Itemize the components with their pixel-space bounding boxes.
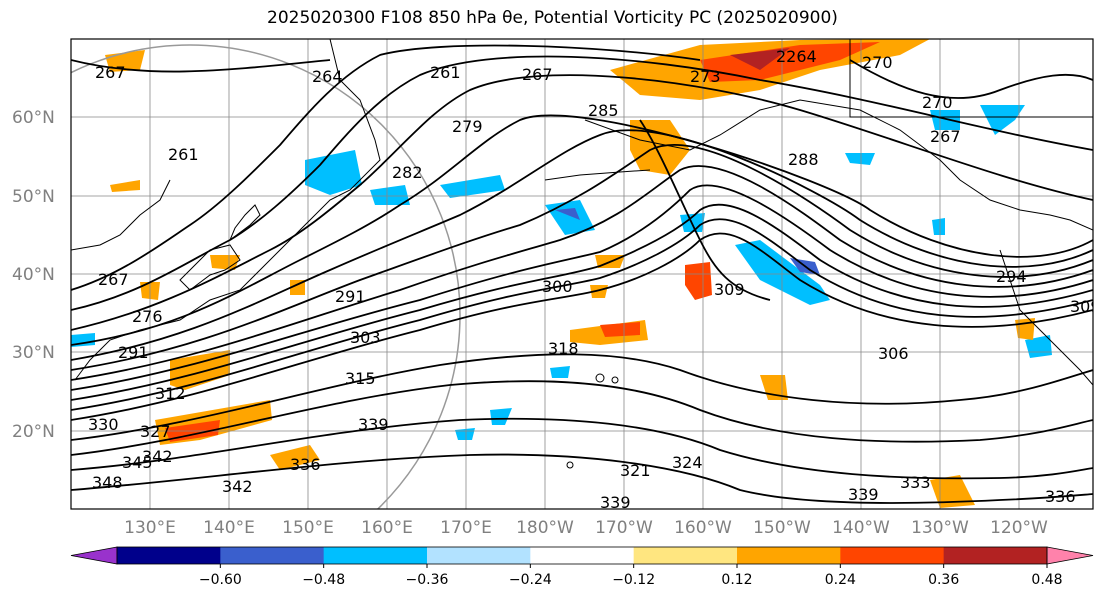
longitude-labels: 130°E 140°E 150°E 160°E 170°E 180°W 170°… bbox=[124, 518, 1048, 538]
contour-label: 267 bbox=[95, 63, 126, 82]
lon-label: 140°W bbox=[832, 518, 890, 538]
lat-label: 50°N bbox=[12, 187, 55, 207]
lat-label: 40°N bbox=[12, 265, 55, 285]
range-ring bbox=[71, 44, 461, 509]
colorbar-tick-label: −0.24 bbox=[509, 572, 552, 588]
lat-label: 20°N bbox=[12, 422, 55, 442]
contour-label: 339 bbox=[848, 485, 879, 504]
contour-label: 264 bbox=[312, 67, 343, 86]
colorbar-tick-label: −0.48 bbox=[302, 572, 345, 588]
contour-label: 321 bbox=[620, 461, 651, 480]
contour-label: 267 bbox=[930, 127, 961, 146]
contour-label: 327 bbox=[140, 422, 171, 441]
contour-label: 339 bbox=[600, 493, 631, 512]
contour-label: 267 bbox=[98, 270, 129, 289]
map-title: 2025020300 F108 850 hPa θe, Potential Vo… bbox=[267, 8, 838, 28]
lon-label: 170°W bbox=[595, 518, 653, 538]
contour-label: 339 bbox=[358, 415, 389, 434]
lon-label: 130°E bbox=[124, 518, 176, 538]
colorbar-segment bbox=[220, 547, 325, 564]
contour-label: 261 bbox=[168, 145, 199, 164]
contour-label: 336 bbox=[1045, 487, 1076, 506]
contour-label: 312 bbox=[155, 384, 186, 403]
colorbar-tick-label: −0.60 bbox=[199, 572, 242, 588]
colorbar-tick-label: 0.36 bbox=[928, 572, 959, 588]
contour-label: 300 bbox=[542, 277, 573, 296]
colorbar-segment bbox=[117, 547, 221, 564]
lon-label: 150°W bbox=[753, 518, 811, 538]
lon-label: 180°W bbox=[516, 518, 574, 538]
contour-label: 306 bbox=[878, 344, 909, 363]
contour-label: 309 bbox=[1070, 297, 1101, 316]
contour-label: 342 bbox=[222, 477, 253, 496]
contour-label: 267 bbox=[522, 65, 553, 84]
colorbar-segment bbox=[427, 547, 531, 564]
lon-label: 150°E bbox=[282, 518, 334, 538]
colorbar-segment bbox=[840, 547, 945, 564]
lon-label: 160°E bbox=[361, 518, 413, 538]
theta-e-contours bbox=[71, 44, 1093, 504]
lon-label: 160°W bbox=[674, 518, 732, 538]
contour-label: 303 bbox=[350, 328, 381, 347]
contour-label: 309 bbox=[714, 280, 745, 299]
contour-label: 294 bbox=[996, 267, 1027, 286]
contour-labels: 267 264 261 267 2264 270 273 270 279 285… bbox=[88, 47, 1101, 512]
colorbar-frame bbox=[116, 546, 1048, 565]
contour-label: 288 bbox=[788, 150, 819, 169]
colorbar: −0.60 −0.48 −0.36 −0.24 −0.12 0.12 0.24 0.36 0.4… bbox=[70, 546, 1094, 588]
lat-label: 30°N bbox=[12, 343, 55, 363]
contour-label: 261 bbox=[430, 63, 461, 82]
lat-label: 60°N bbox=[12, 108, 55, 128]
colorbar-tick-label: 0.24 bbox=[825, 572, 856, 588]
contour-label: 342 bbox=[142, 447, 173, 466]
lon-label: 120°W bbox=[990, 518, 1048, 538]
map-border bbox=[70, 38, 1094, 510]
colorbar-tick-label: 0.12 bbox=[721, 572, 752, 588]
contour-label: 324 bbox=[672, 453, 703, 472]
contour-label: 291 bbox=[118, 343, 149, 362]
contour-label: 285 bbox=[588, 101, 619, 120]
lon-label: 140°E bbox=[203, 518, 255, 538]
colorbar-tick-label: −0.36 bbox=[406, 572, 449, 588]
contour-label: 348 bbox=[92, 473, 123, 492]
contour-label: 336 bbox=[290, 455, 321, 474]
contour-label: 279 bbox=[452, 117, 483, 136]
contour-label: 276 bbox=[132, 307, 163, 326]
colorbar-extension-low bbox=[70, 546, 118, 565]
contour-label: 330 bbox=[88, 415, 119, 434]
contour-label: 333 bbox=[900, 473, 931, 492]
lon-label: 130°W bbox=[911, 518, 969, 538]
latitude-labels: 60°N 50°N 40°N 30°N 20°N bbox=[12, 108, 55, 442]
contour-label: 318 bbox=[548, 339, 579, 358]
lon-label: 170°E bbox=[440, 518, 492, 538]
colorbar-segment bbox=[530, 547, 635, 564]
colorbar-segment bbox=[943, 547, 1048, 564]
contour-label: 2264 bbox=[776, 47, 817, 66]
contour-label: 345 bbox=[122, 453, 153, 472]
contour-label: 291 bbox=[335, 287, 366, 306]
contour-label: 270 bbox=[922, 93, 953, 112]
contour-label: 282 bbox=[392, 163, 423, 182]
colorbar-tick-label: −0.12 bbox=[612, 572, 655, 588]
contour-label: 270 bbox=[862, 53, 893, 72]
colorbar-segment bbox=[633, 547, 738, 564]
contour-label: 273 bbox=[690, 67, 721, 86]
colorbar-segment bbox=[323, 547, 428, 564]
colorbar-segment bbox=[737, 547, 841, 564]
contour-label: 315 bbox=[345, 369, 376, 388]
colorbar-tick-label: 0.48 bbox=[1031, 572, 1062, 588]
colorbar-extension-high bbox=[1046, 546, 1094, 565]
